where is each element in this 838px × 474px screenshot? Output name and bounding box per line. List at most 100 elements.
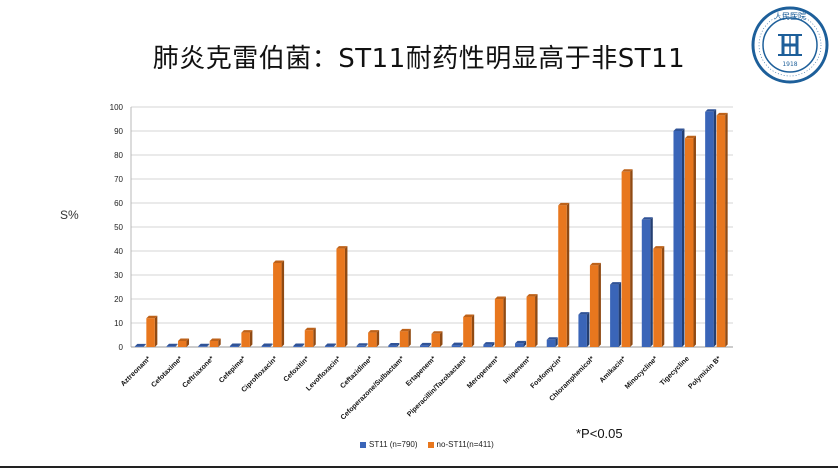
bar — [241, 332, 250, 347]
bar-top — [420, 342, 431, 346]
x-tick-label: Meropenem* — [466, 355, 501, 390]
x-tick-label: Cefepime* — [218, 355, 247, 384]
bar — [420, 345, 429, 347]
bar-side — [365, 343, 368, 347]
bar-top — [515, 340, 527, 344]
bar — [673, 131, 682, 347]
bar-side — [725, 112, 728, 348]
bar-side — [491, 342, 495, 347]
bar-top — [546, 337, 558, 340]
bar-side — [333, 343, 336, 347]
bar-side — [681, 128, 685, 347]
y-axis-title: S% — [60, 208, 79, 222]
bar — [589, 265, 599, 347]
y-tick-label: 100 — [110, 103, 124, 112]
bar-top — [463, 314, 475, 317]
bar-top — [324, 343, 336, 347]
bar-side — [523, 340, 527, 347]
bar — [229, 346, 239, 347]
y-tick-label: 70 — [114, 175, 123, 184]
bar — [399, 331, 409, 347]
bar — [716, 115, 726, 348]
logo-top-text: 人民医院 — [774, 11, 806, 21]
significance-note: *P<0.05 — [576, 426, 623, 441]
bar-top — [209, 338, 221, 341]
bar — [578, 314, 587, 347]
bar-side — [535, 294, 538, 347]
bar-top — [146, 315, 158, 319]
bar — [451, 345, 461, 347]
bar-side — [713, 109, 717, 347]
bar-top — [610, 282, 622, 285]
legend-item-st11: ST11 (n=790) — [360, 440, 418, 449]
bar-side — [428, 342, 431, 347]
bar-side — [408, 328, 411, 347]
bar — [526, 296, 536, 347]
x-tick-label: Cefoxitin* — [283, 355, 311, 383]
bar — [356, 345, 366, 347]
bar-side — [281, 260, 285, 347]
bar — [641, 219, 651, 347]
bar-side — [661, 246, 665, 347]
bar — [515, 343, 524, 347]
bar-top — [526, 294, 538, 297]
bar-side — [301, 343, 305, 347]
bar — [146, 318, 155, 347]
y-tick-label: 60 — [114, 199, 123, 208]
x-tick-label: Ertapenem* — [405, 355, 438, 388]
bar-top — [431, 331, 443, 334]
legend-label-st11: ST11 (n=790) — [369, 440, 418, 449]
bar-side — [440, 331, 443, 347]
bar — [134, 346, 144, 347]
bar-side — [693, 135, 696, 347]
x-tick-label: Levofloxacin* — [305, 355, 342, 392]
bar-side — [175, 343, 178, 347]
bar-side — [313, 327, 316, 347]
bar-top — [166, 343, 178, 347]
bar-top — [451, 342, 463, 346]
x-tick-label: Aztreonam* — [120, 355, 153, 388]
bar-side — [270, 343, 273, 347]
bar-side — [143, 343, 146, 347]
bar — [431, 333, 440, 347]
bar-side — [460, 342, 463, 347]
hospital-seal-icon: 人民医院 1918 — [751, 6, 829, 84]
bar-side — [598, 262, 601, 347]
bar-top — [641, 217, 653, 220]
bar — [178, 341, 187, 347]
bar-top — [653, 246, 665, 249]
bar — [494, 299, 504, 347]
bar-side — [344, 246, 348, 347]
bar-top — [684, 135, 696, 139]
x-tick-label: Piperacillin/Tazobactam* — [406, 355, 469, 418]
y-tick-label: 0 — [119, 343, 124, 352]
legend-label-non-st11: no-ST11(n=411) — [436, 440, 494, 449]
bar-top — [483, 342, 495, 345]
bar-top — [178, 338, 190, 341]
bar-side — [630, 169, 633, 347]
x-tick-label: Fosfomycin* — [529, 355, 564, 390]
bar — [705, 111, 714, 347]
x-tick-label: Imipenem* — [502, 355, 532, 385]
legend-swatch-st11 — [360, 441, 366, 448]
x-tick-label: Amikacin* — [599, 355, 628, 384]
y-tick-label: 10 — [114, 319, 123, 328]
bar-top — [589, 262, 601, 266]
bar-side — [249, 330, 253, 347]
bar-side — [650, 217, 653, 347]
y-tick-label: 30 — [114, 271, 123, 280]
bar — [166, 346, 176, 347]
y-tick-label: 80 — [114, 151, 123, 160]
bar-side — [471, 314, 475, 347]
bottom-divider — [0, 466, 838, 468]
x-tick-label: Minocycline* — [624, 355, 659, 390]
bar — [261, 346, 271, 347]
x-tick-label: Cefotaxime* — [150, 355, 184, 389]
y-tick-label: 50 — [114, 223, 123, 232]
bar-side — [555, 337, 558, 347]
bar — [336, 248, 345, 347]
y-tick-label: 40 — [114, 247, 123, 256]
logo-year: 1918 — [782, 61, 797, 68]
bar-top — [716, 112, 728, 116]
chart-legend: ST11 (n=790) no-ST11(n=411) — [360, 440, 494, 449]
